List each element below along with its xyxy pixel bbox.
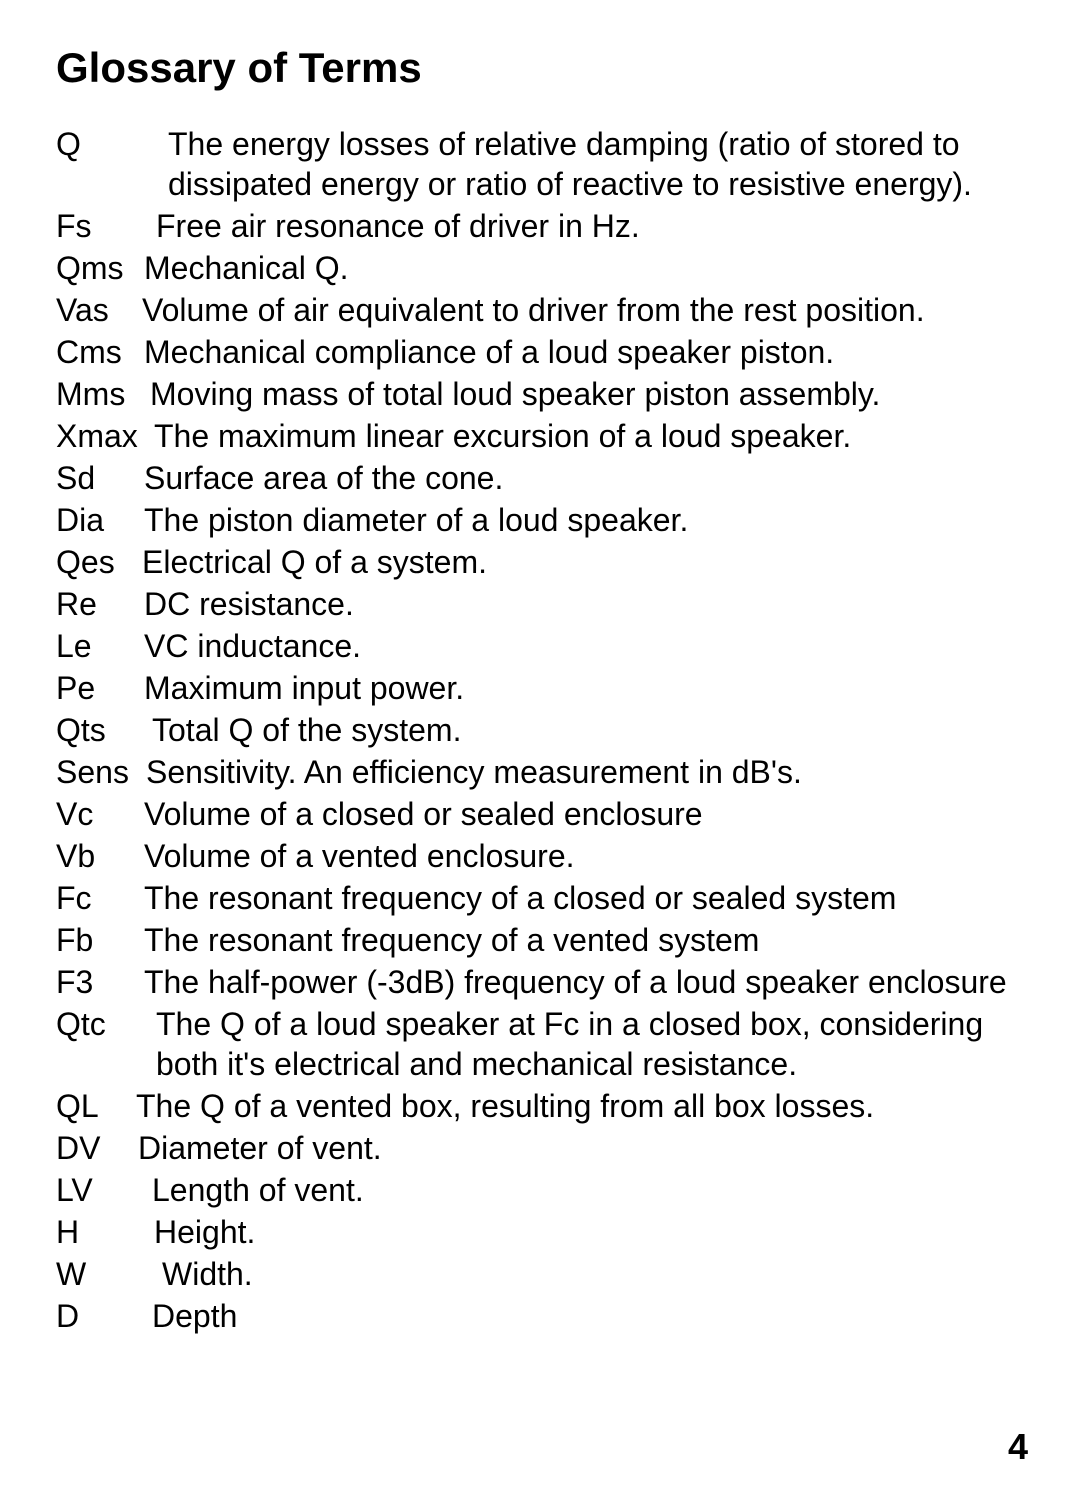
glossary-term: Pe — [56, 668, 144, 708]
glossary-definition: The piston diameter of a loud speaker. — [144, 500, 1032, 540]
glossary-definition: The resonant frequency of a closed or se… — [144, 878, 1032, 918]
page-number: 4 — [1008, 1426, 1028, 1468]
glossary-definition: The maximum linear excursion of a loud s… — [154, 416, 1032, 456]
glossary-definition: Maximum input power. — [144, 668, 1032, 708]
glossary-definition: Volume of air equivalent to driver from … — [142, 290, 1032, 330]
glossary-entry: MmsMoving mass of total loud speaker pis… — [56, 374, 1032, 414]
glossary-term: Vas — [56, 290, 142, 330]
glossary-entry: LeVC inductance. — [56, 626, 1032, 666]
glossary-definition: Mechanical Q. — [144, 248, 1032, 288]
glossary-term: Cms — [56, 332, 144, 372]
glossary-term: Q — [56, 124, 168, 204]
glossary-entry: HHeight. — [56, 1212, 1032, 1252]
glossary-term: F3 — [56, 962, 144, 1002]
glossary-list: QThe energy losses of relative damping (… — [56, 124, 1032, 1336]
glossary-definition: The energy losses of relative damping (r… — [168, 124, 1032, 204]
glossary-entry: VasVolume of air equivalent to driver fr… — [56, 290, 1032, 330]
glossary-entry: SensSensitivity. An efficiency measureme… — [56, 752, 1032, 792]
glossary-definition: Width. — [162, 1254, 1032, 1294]
glossary-entry: SdSurface area of the cone. — [56, 458, 1032, 498]
glossary-term: Vc — [56, 794, 144, 834]
glossary-entry: FbThe resonant frequency of a vented sys… — [56, 920, 1032, 960]
glossary-definition: Free air resonance of driver in Hz. — [156, 206, 1032, 246]
glossary-term: H — [56, 1212, 154, 1252]
glossary-term: Dia — [56, 500, 144, 540]
glossary-term: Qtc — [56, 1004, 156, 1084]
glossary-definition: Height. — [154, 1212, 1032, 1252]
glossary-term: Sens — [56, 752, 146, 792]
page-title: Glossary of Terms — [56, 44, 1032, 92]
glossary-term: Fs — [56, 206, 156, 246]
glossary-entry: VbVolume of a vented enclosure. — [56, 836, 1032, 876]
glossary-entry: QtsTotal Q of the system. — [56, 710, 1032, 750]
glossary-entry: PeMaximum input power. — [56, 668, 1032, 708]
glossary-definition: VC inductance. — [144, 626, 1032, 666]
glossary-entry: QThe energy losses of relative damping (… — [56, 124, 1032, 204]
glossary-definition: Mechanical compliance of a loud speaker … — [144, 332, 1032, 372]
glossary-term: Qes — [56, 542, 142, 582]
glossary-term: W — [56, 1254, 162, 1294]
glossary-entry: FsFree air resonance of driver in Hz. — [56, 206, 1032, 246]
glossary-entry: F3The half-power (-3dB) frequency of a l… — [56, 962, 1032, 1002]
glossary-term: D — [56, 1296, 152, 1336]
glossary-definition: The Q of a vented box, resulting from al… — [136, 1086, 1032, 1126]
glossary-definition: Moving mass of total loud speaker piston… — [150, 374, 1032, 414]
glossary-entry: FcThe resonant frequency of a closed or … — [56, 878, 1032, 918]
glossary-definition: Volume of a vented enclosure. — [144, 836, 1032, 876]
glossary-entry: DVDiameter of vent. — [56, 1128, 1032, 1168]
glossary-entry: DiaThe piston diameter of a loud speaker… — [56, 500, 1032, 540]
glossary-definition: Surface area of the cone. — [144, 458, 1032, 498]
glossary-entry: ReDC resistance. — [56, 584, 1032, 624]
glossary-entry: VcVolume of a closed or sealed enclosure — [56, 794, 1032, 834]
glossary-term: Sd — [56, 458, 144, 498]
glossary-term: LV — [56, 1170, 152, 1210]
glossary-term: DV — [56, 1128, 138, 1168]
glossary-entry: XmaxThe maximum linear excursion of a lo… — [56, 416, 1032, 456]
glossary-definition: The resonant frequency of a vented syste… — [144, 920, 1032, 960]
glossary-term: Re — [56, 584, 144, 624]
glossary-term: Mms — [56, 374, 150, 414]
glossary-term: QL — [56, 1086, 136, 1126]
glossary-definition: Sensitivity. An efficiency measurement i… — [146, 752, 1032, 792]
glossary-term: Le — [56, 626, 144, 666]
glossary-definition: Length of vent. — [152, 1170, 1032, 1210]
glossary-definition: Electrical Q of a system. — [142, 542, 1032, 582]
glossary-definition: DC resistance. — [144, 584, 1032, 624]
glossary-definition: The Q of a loud speaker at Fc in a close… — [156, 1004, 1032, 1084]
glossary-entry: QLThe Q of a vented box, resulting from … — [56, 1086, 1032, 1126]
glossary-entry: QtcThe Q of a loud speaker at Fc in a cl… — [56, 1004, 1032, 1084]
glossary-entry: QmsMechanical Q. — [56, 248, 1032, 288]
glossary-term: Xmax — [56, 416, 154, 456]
glossary-definition: Volume of a closed or sealed enclosure — [144, 794, 1032, 834]
glossary-definition: Depth — [152, 1296, 1032, 1336]
glossary-term: Vb — [56, 836, 144, 876]
glossary-definition: Diameter of vent. — [138, 1128, 1032, 1168]
glossary-entry: QesElectrical Q of a system. — [56, 542, 1032, 582]
glossary-entry: WWidth. — [56, 1254, 1032, 1294]
glossary-entry: CmsMechanical compliance of a loud speak… — [56, 332, 1032, 372]
glossary-definition: The half-power (-3dB) frequency of a lou… — [144, 962, 1032, 1002]
glossary-term: Qms — [56, 248, 144, 288]
glossary-term: Fb — [56, 920, 144, 960]
glossary-entry: LVLength of vent. — [56, 1170, 1032, 1210]
glossary-entry: DDepth — [56, 1296, 1032, 1336]
glossary-definition: Total Q of the system. — [152, 710, 1032, 750]
glossary-term: Fc — [56, 878, 144, 918]
glossary-term: Qts — [56, 710, 152, 750]
